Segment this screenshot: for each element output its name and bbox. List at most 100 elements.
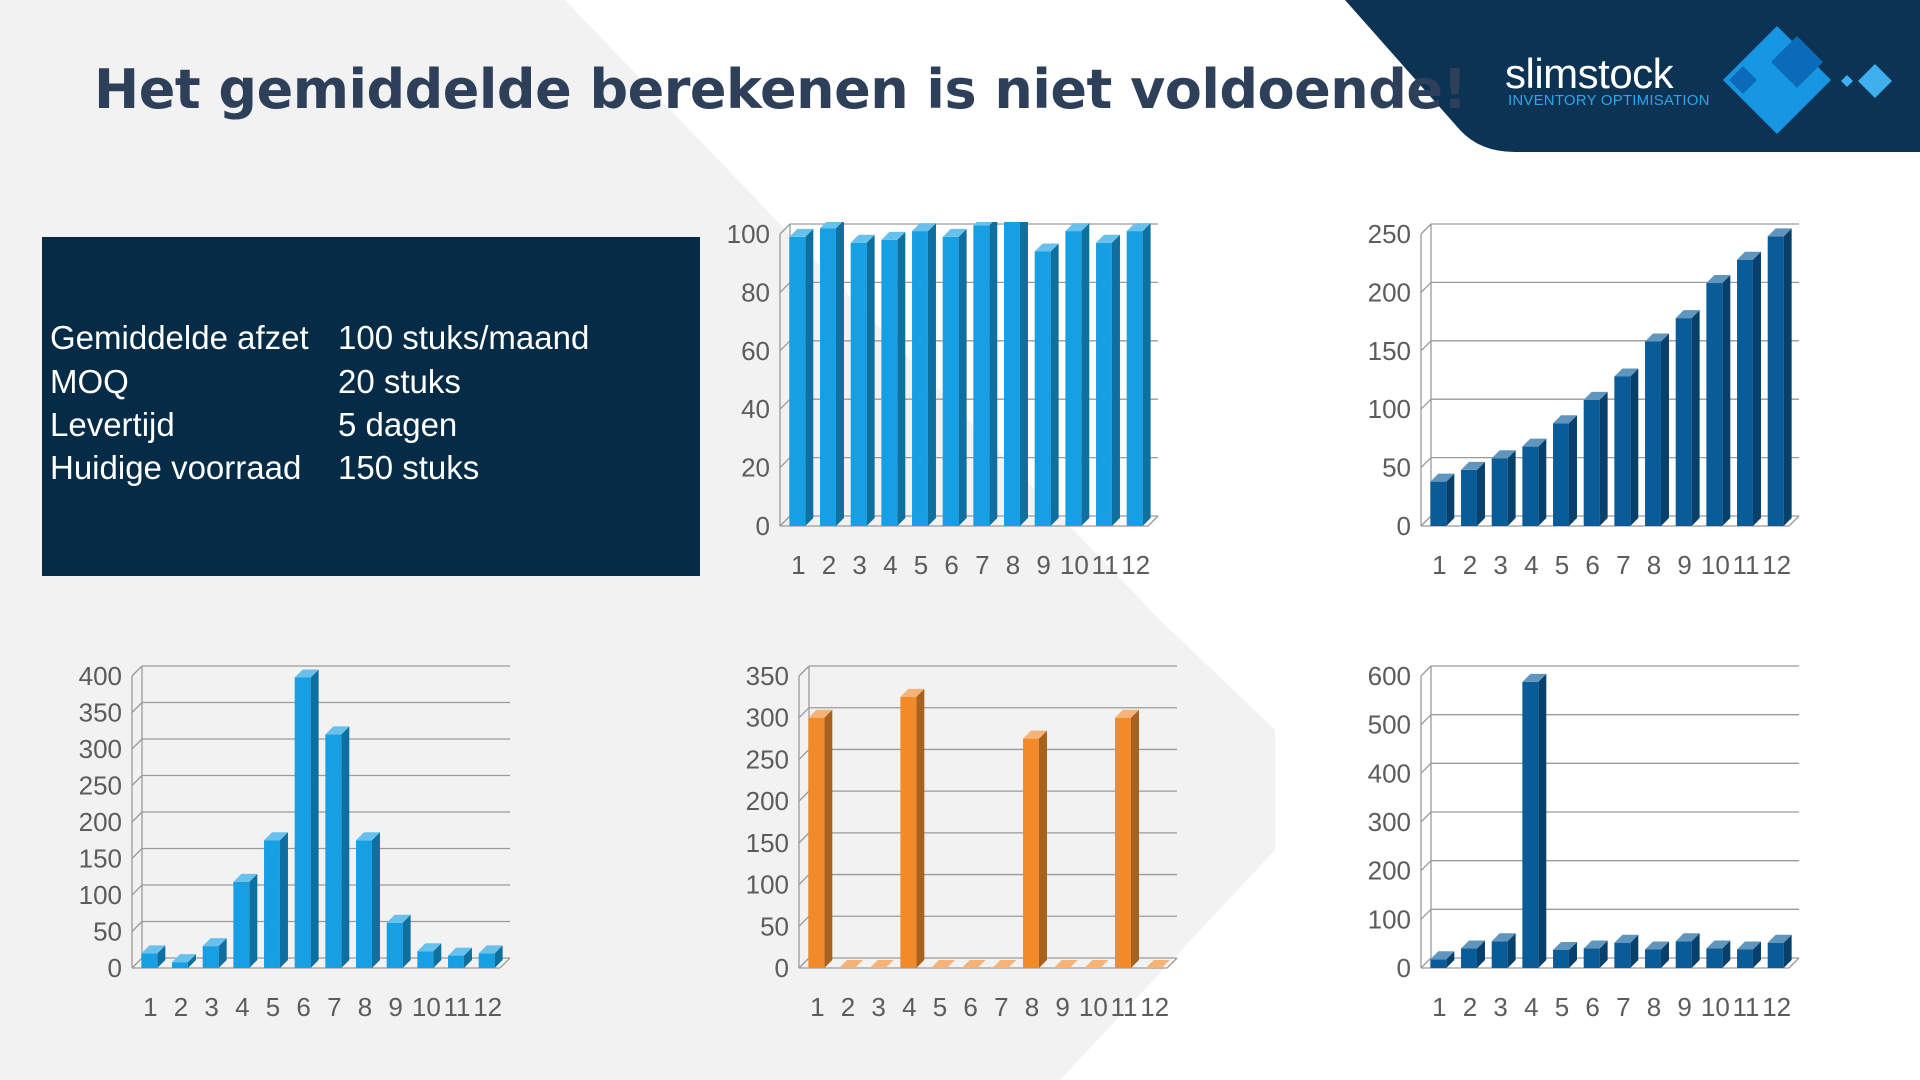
bar-side [916,688,925,968]
bar-front [1065,231,1082,526]
bar-front [1115,717,1131,968]
bar [789,228,814,527]
y-tick-label: 20 [741,453,770,483]
bar-front [1706,283,1723,526]
bar-top [1737,251,1761,260]
y-tick-label: 100 [79,880,122,910]
bar-top [1706,940,1731,949]
bar-side [1660,941,1669,968]
bar-top [264,832,288,841]
bar-front [356,840,372,968]
gridline-edge [131,811,143,823]
bar-front [1004,222,1020,526]
gridline-edge [131,738,143,750]
y-tick-label: 100 [746,870,789,900]
bar-top [973,222,993,226]
gridline-edge [779,515,791,527]
bar-front [973,225,990,527]
bar-top [141,945,166,954]
bar-front [1767,236,1784,526]
bar-top [1084,960,1109,968]
bar-side [1691,310,1700,526]
x-tick-label: 5 [933,992,947,1022]
bar-top [789,228,814,237]
bar-top [820,222,843,229]
bar-front [1645,949,1661,968]
gridline-edge [131,884,143,896]
bar [942,228,967,527]
bar [1553,415,1577,526]
bar-top [1583,940,1608,949]
bar [1737,251,1761,527]
bar [1553,941,1577,968]
x-tick-label: 12 [1121,550,1150,580]
bar-side [805,228,814,527]
bar-side [1476,940,1485,968]
bar [912,223,936,526]
bar-side [1038,730,1047,968]
bar [839,960,863,968]
bar-front [172,962,188,968]
bar-top [1767,934,1792,943]
bar-top [808,709,833,718]
x-tick-label: 11 [1733,550,1760,580]
bar-front [1706,948,1723,968]
gridline-edge [1420,908,1432,920]
bar-side [824,709,833,968]
x-tick-label: 4 [902,992,916,1022]
bar-side [1722,275,1731,526]
x-tick-label: 1 [143,992,157,1022]
gridline-edge [1420,811,1432,823]
gridline-edge [1420,957,1432,969]
bar-top [1430,473,1455,482]
y-tick-label: 350 [79,698,122,728]
gridline-edge [779,457,791,469]
bar-front [448,955,464,968]
x-tick-label: 4 [235,992,249,1022]
bar-top [961,960,986,968]
bar-side [1752,251,1761,527]
gridline-edge [779,398,791,410]
gridline-edge [798,874,810,886]
y-tick-label: 150 [1368,336,1411,366]
bar-side [1691,933,1700,968]
bar [1461,940,1485,968]
bar [1583,391,1608,526]
x-tick-label: 9 [1677,550,1691,580]
x-tick-label: 4 [1524,550,1538,580]
chart-intermittent-demand: 0 50 100 150 200 250 300 350 1 2 3 4 5 6 7 8 9 10 11 12 [717,664,1257,1034]
y-tick-label: 350 [746,664,789,691]
bar-side [1599,391,1608,526]
x-tick-label: 4 [1524,992,1538,1022]
bar [820,222,844,526]
bar-front [1491,458,1508,526]
info-value: 150 stuks [338,449,480,486]
bar-top [325,726,350,735]
x-tick-label: 10 [412,992,441,1022]
x-tick-label: 11 [444,992,471,1022]
floor-edge [1147,515,1159,527]
y-tick-label: 150 [79,844,122,874]
bar-top [1115,709,1139,718]
slimstock-logo: slimstock INVENTORY OPTIMISATION [1505,26,1892,140]
bar [808,709,833,968]
bar-top [1491,933,1516,942]
x-tick-label: 6 [296,992,310,1022]
bar-top [1145,960,1170,968]
bar-front [1614,942,1631,968]
x-tick-label: 3 [204,992,218,1022]
x-tick-label: 1 [1432,550,1446,580]
y-tick-label: 60 [741,336,770,366]
bar-top [931,960,955,968]
bar [931,960,955,968]
x-tick-label: 8 [1025,992,1039,1022]
bar-front [1767,942,1784,968]
x-tick-label: 6 [1585,992,1599,1022]
bar [1614,934,1639,968]
x-tick-label: 11 [1092,550,1119,580]
gridline-edge [1420,223,1432,235]
y-tick-label: 200 [1368,277,1411,307]
bar-top [1126,223,1151,232]
bar-top [417,943,442,952]
bar-front [1491,941,1508,968]
